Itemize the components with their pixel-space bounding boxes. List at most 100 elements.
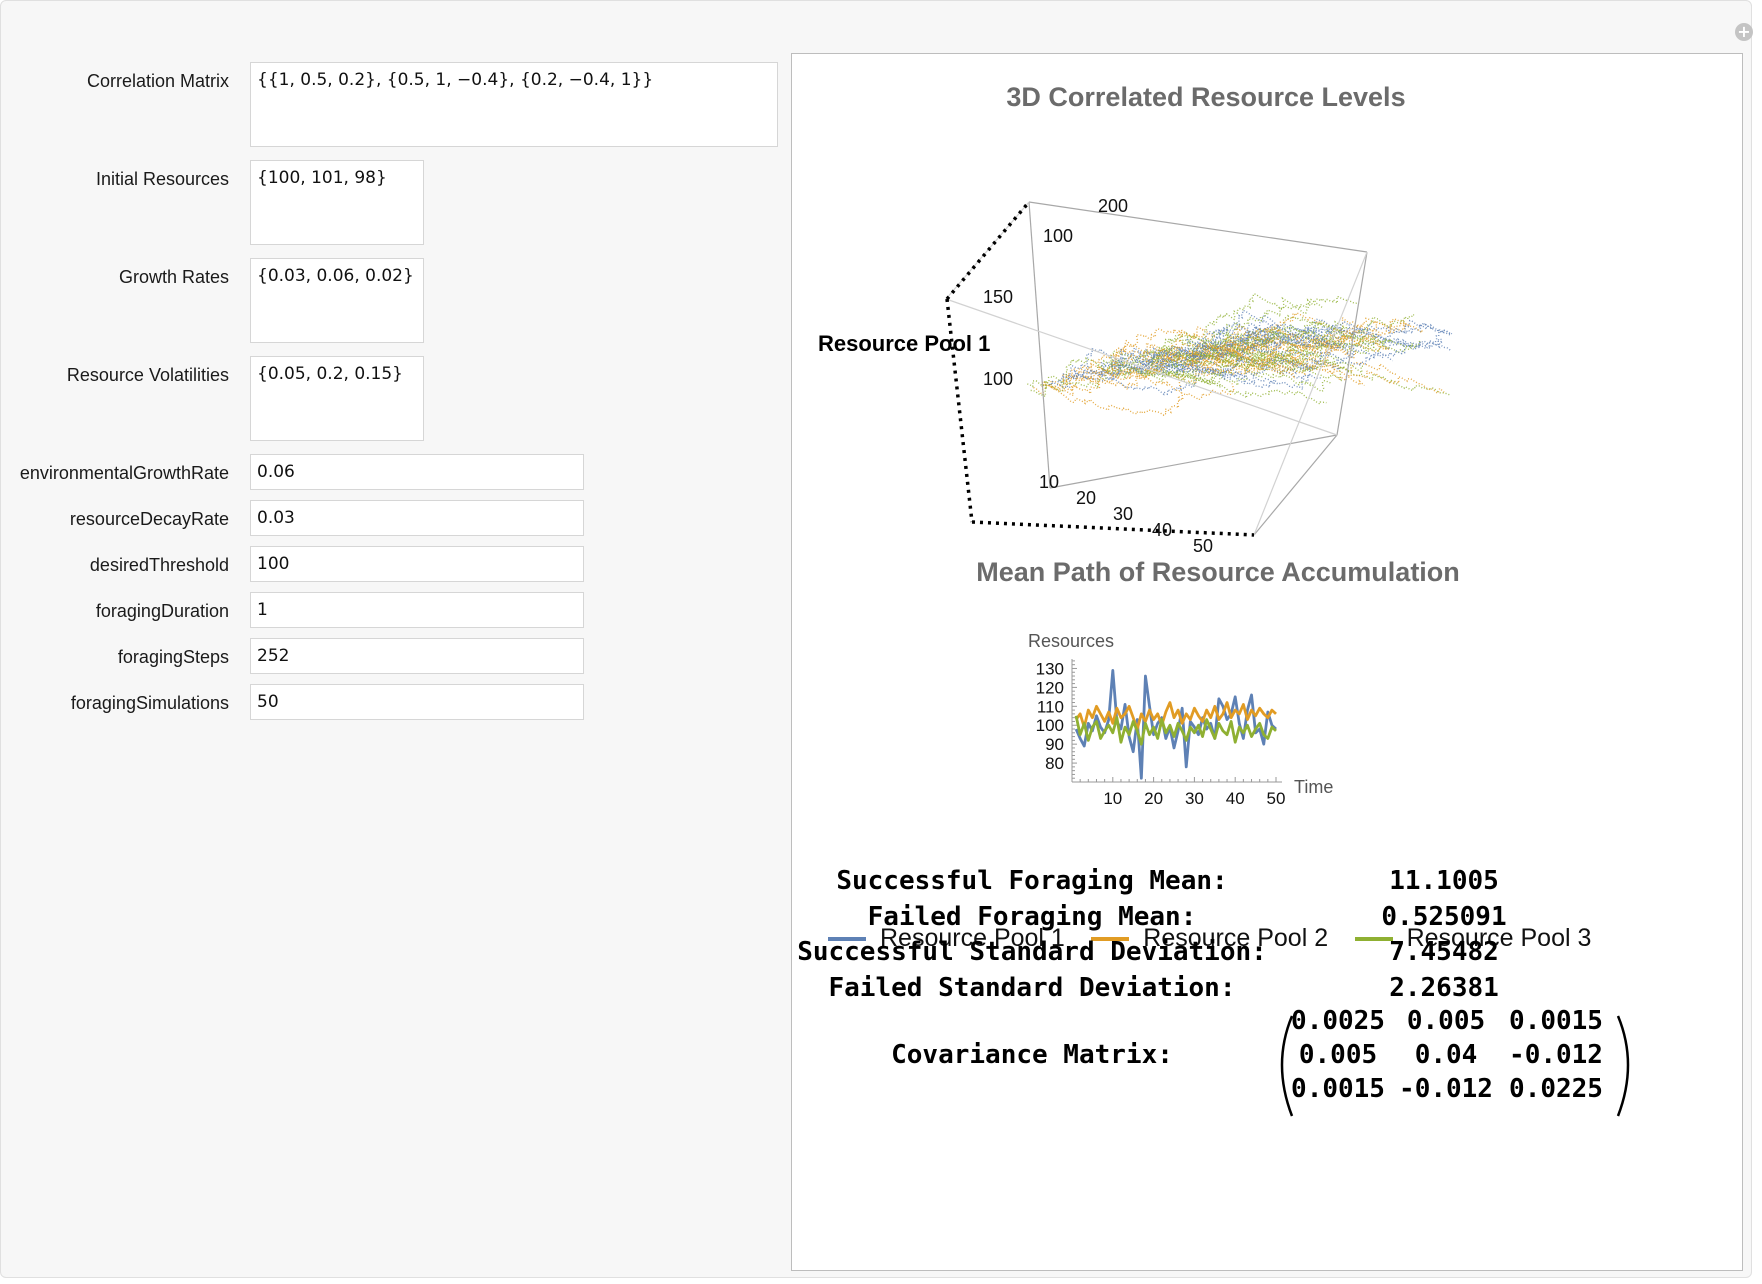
plot3d-path [1057,346,1239,385]
mean-path-chart-title: Mean Path of Resource Accumulation [976,557,1460,587]
cov-cell-1-1: 0.0025 [1291,1006,1385,1036]
successful-sd-value: 7.45482 [1389,937,1499,967]
foraging-steps-input[interactable]: 252 [250,638,584,674]
chart-y-tick-label: 110 [1037,697,1064,716]
plot3d-axis-label: Resource Pool 1 [818,331,990,356]
foraging-steps-label: foragingSteps [117,647,229,667]
plot3d-path [1142,331,1343,366]
environmental-growth-rate-label: environmentalGrowthRate [19,463,229,483]
plot3d-time-tick-50: 50 [1193,536,1213,556]
foraging-simulations-input[interactable]: 50 [250,684,584,720]
chart-x-tick-label: 40 [1226,789,1245,808]
plot3d-point-cloud [1027,293,1453,417]
chart-y-tick-label: 130 [1036,659,1064,678]
cov-cell-2-2: 0.04 [1414,1040,1478,1070]
initial-resources-label: Initial Resources [95,169,229,189]
plot3d-path [1114,357,1315,388]
plot3d-time-tick-40: 40 [1152,520,1172,540]
chart-legend: Resource Pool 1 Resource Pool 2 Resource… [828,924,1613,956]
plot3d-path [1100,309,1274,372]
legend-item-pool-1: Resource Pool 1 [828,924,1065,953]
plot3d-time-tick-30: 30 [1113,504,1133,524]
legend-swatch-pool-1 [828,936,866,941]
cov-cell-2-3: -0.012 [1509,1040,1603,1070]
plot3d-path [1214,333,1413,350]
output-pane: 3D Correlated Resource Levels 200 150 10… [791,53,1743,1271]
plot3d-front-axes [945,200,1255,537]
chart-x-tick-label: 50 [1267,789,1286,808]
growth-rates-label: Growth Rates [118,267,229,287]
plot3d-vtick-200: 200 [1098,196,1128,216]
legend-swatch-pool-2 [1091,936,1130,941]
chart-series-line-pool-3 [1074,715,1277,746]
chart-axes [1071,659,1282,783]
plot3d-path [1132,336,1323,375]
plot3d-path [1109,346,1309,371]
desired-threshold-input[interactable]: 100 [250,546,584,582]
plot3d-path [1108,331,1285,388]
environmental-growth-rate-input[interactable]: 0.06 [250,454,584,490]
legend-label-pool-1: Resource Pool 1 [880,924,1065,952]
plot3d-path [1103,326,1281,377]
failed-sd-value: 2.26381 [1389,973,1499,1003]
growth-rates-input[interactable]: {0.03, 0.06, 0.02} [250,258,424,343]
legend-label-pool-3: Resource Pool 3 [1406,924,1592,952]
cov-cell-1-2: 0.005 [1406,1006,1486,1036]
chart-x-axis-label: Time [1294,777,1333,797]
chart-x-tick-label: 20 [1144,789,1163,808]
successful-mean-value: 11.1005 [1389,866,1499,896]
legend-label-pool-2: Resource Pool 2 [1143,924,1329,952]
plot3d-path [1041,327,1213,397]
initial-resources-input[interactable]: {100, 101, 98} [250,160,424,245]
matrix-right-paren [1616,1015,1630,1117]
correlation-matrix-input[interactable]: {{1, 0.5, 0.2}, {0.5, 1, −0.4}, {0.2, −0… [250,62,778,147]
plot3d-path [1231,314,1415,348]
plot3d-path [1147,353,1353,373]
cov-cell-3-3: 0.0225 [1509,1074,1603,1104]
resource-decay-rate-input[interactable]: 0.03 [250,500,584,536]
plot3d-path [1155,313,1337,375]
foraging-duration-label: foragingDuration [95,601,229,621]
failed-mean-value: 0.525091 [1381,902,1507,932]
plot3d-depth-tick-100: 100 [1043,226,1073,246]
plot3d-path [1042,351,1230,392]
chart-y-tick-label: 90 [1045,735,1064,754]
plot3d-path [1113,348,1323,391]
plot3d-path [1048,326,1217,389]
add-icon[interactable]: + [1735,23,1753,41]
plot3d-path [1027,357,1223,389]
legend-item-pool-2: Resource Pool 2 [1091,924,1328,953]
foraging-duration-input[interactable]: 1 [250,592,584,628]
plot3d-path [1080,341,1258,385]
plot3d-path [1223,336,1422,358]
correlation-matrix-label: Correlation Matrix [86,71,229,91]
plot3d-path [1189,334,1391,373]
plot3d-box-edges [945,201,1368,536]
chart-y-tick-label: 80 [1045,754,1064,773]
plot3d-path [1115,361,1331,393]
desired-threshold-label: desiredThreshold [89,555,229,575]
plot3d-path [1107,340,1295,380]
plot3d-graphic[interactable]: 200 150 100 100 Resource Pool 1 10 20 30… [792,124,1744,574]
plot3d-path [1189,331,1382,364]
plot3d-path [1159,333,1350,367]
resource-decay-rate-label: resourceDecayRate [69,509,229,529]
plot3d-path [1165,320,1346,368]
failed-mean-label: Failed Foraging Mean: [867,902,1197,932]
chart-series-line-pool-1 [1074,668,1277,780]
matrix-left-paren [1280,1015,1294,1117]
resource-volatilities-label: Resource Volatilities [66,365,229,385]
covariance-label: Covariance Matrix: [891,1040,1173,1070]
plot3d-title: 3D Correlated Resource Levels [1006,82,1406,112]
plot3d-time-tick-10: 10 [1039,472,1059,492]
plot3d-path [1048,347,1243,389]
plot3d-path [1072,367,1279,396]
resource-volatilities-input[interactable]: {0.05, 0.2, 0.15} [250,356,424,441]
plot3d-path [1033,381,1236,417]
plot3d-path [1145,327,1335,370]
plot3d-path [1187,293,1358,350]
chart-y-axis-label: Resources [1028,631,1114,651]
